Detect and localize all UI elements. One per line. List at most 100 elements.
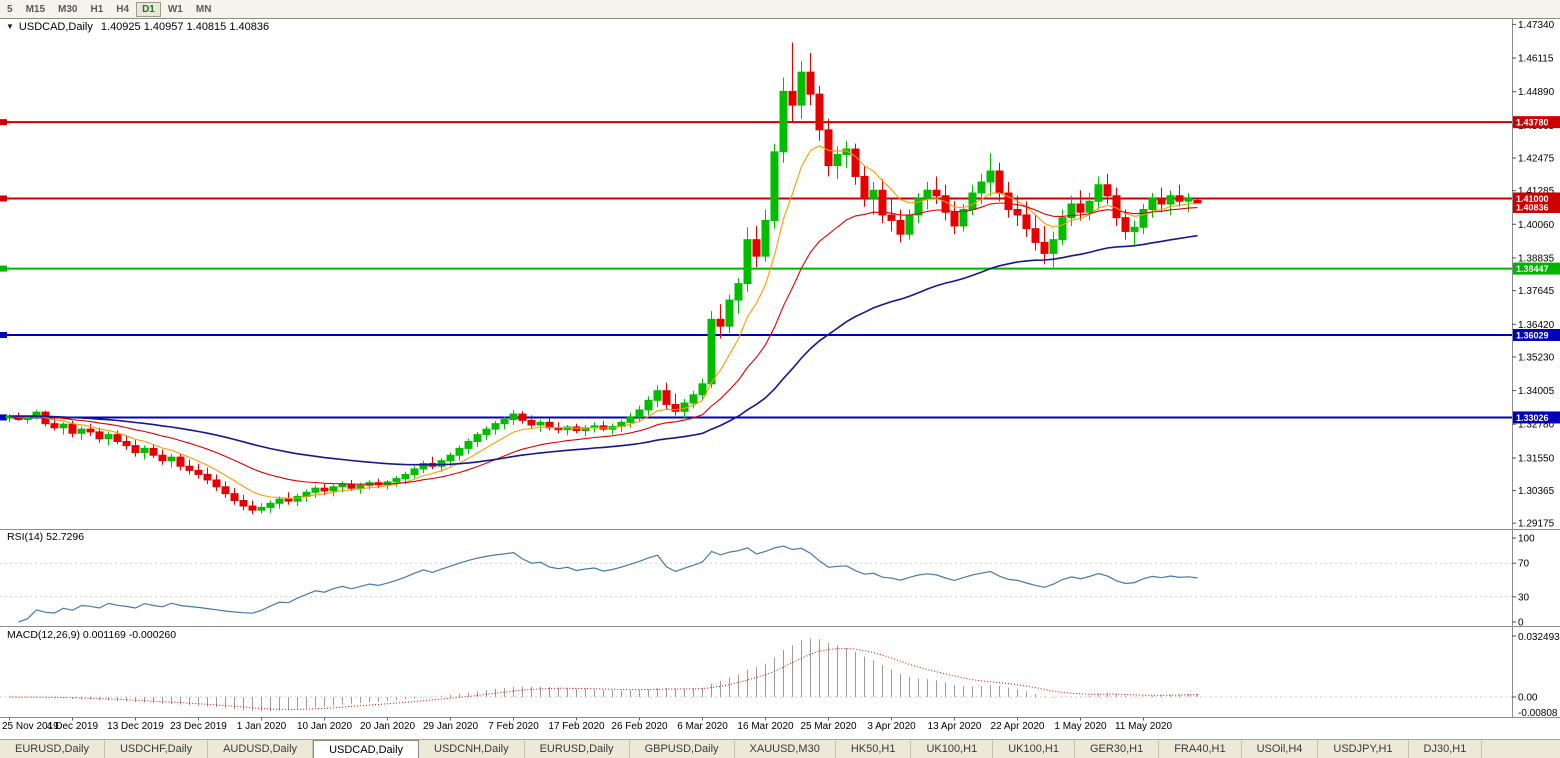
candle-body: [527, 419, 536, 426]
candle-body: [230, 493, 239, 502]
candle-body: [437, 460, 446, 467]
symbol-name: USDCAD,Daily: [18, 21, 93, 33]
time-tick-label: 3 Apr 2020: [867, 721, 916, 732]
svg-text:0: 0: [1518, 618, 1524, 629]
timeframe-button-mn[interactable]: MN: [195, 3, 212, 15]
tab-usdcnh-daily[interactable]: USDCNH,Daily: [419, 740, 525, 758]
tab-ger30-h1[interactable]: GER30,H1: [1075, 740, 1160, 758]
tab-uk100-h1[interactable]: UK100,H1: [911, 740, 994, 758]
price-axis: 1.473401.461151.448901.436651.424751.412…: [1512, 20, 1555, 530]
candle-body: [815, 93, 824, 131]
time-tick-label: 23 Dec 2019: [170, 721, 227, 732]
tab-xauusd-m30[interactable]: XAUUSD,M30: [735, 740, 836, 758]
price-tick-label: 1.47340: [1518, 20, 1555, 31]
timeframe-button-h4[interactable]: H4: [116, 3, 130, 15]
tab-usdchf-daily[interactable]: USDCHF,Daily: [105, 740, 209, 758]
candle-body: [68, 423, 77, 434]
hline-left-handle[interactable]: [0, 414, 7, 421]
svg-text:100: 100: [1518, 534, 1535, 545]
tab-dj30-h1[interactable]: DJ30,H1: [1409, 740, 1483, 758]
ohlc-quote: 1.40925 1.40957 1.40815 1.40836: [100, 21, 270, 33]
tab-usdcad-daily[interactable]: USDCAD,Daily: [313, 740, 420, 758]
ma-line-21: [9, 202, 1198, 485]
candle-body: [905, 214, 914, 235]
time-tick-label: 25 Mar 2020: [800, 721, 857, 732]
timeframe-button-m30[interactable]: M30: [58, 3, 78, 15]
hline-left-handle[interactable]: [0, 265, 7, 272]
candle-body: [1058, 217, 1067, 241]
candlestick-series: [5, 42, 1202, 515]
candle-body: [968, 192, 977, 210]
candle-body: [1040, 241, 1049, 254]
timeframe-button-m15[interactable]: M15: [25, 3, 46, 15]
timeframe-button-h1[interactable]: H1: [90, 3, 104, 15]
price-tick-label: 1.32780: [1518, 420, 1555, 431]
tab-fra40-h1[interactable]: FRA40,H1: [1159, 740, 1242, 758]
tab-eurusd-daily[interactable]: EURUSD,Daily: [0, 740, 105, 758]
tab-eurusd-daily[interactable]: EURUSD,Daily: [525, 740, 630, 758]
price-tick-label: 1.31550: [1518, 453, 1555, 464]
candle-body: [1121, 217, 1130, 232]
price-tick-label: 1.30365: [1518, 486, 1555, 497]
candle-body: [5, 415, 14, 419]
macd-panel: 0.032493 0.00 -0.00808: [0, 632, 1560, 719]
tab-usdjpy-h1[interactable]: USDJPY,H1: [1318, 740, 1409, 758]
time-tick-label: 26 Feb 2020: [611, 721, 668, 732]
candle-body: [1013, 208, 1022, 216]
hline-left-handle[interactable]: [0, 195, 7, 202]
candle-body: [1022, 214, 1031, 230]
candle-body: [104, 434, 113, 440]
candle-body: [410, 468, 419, 475]
candle-body: [770, 151, 779, 221]
price-chart[interactable]: 1.473401.461151.448901.436651.424751.412…: [0, 18, 1560, 740]
candle-body: [725, 299, 734, 327]
time-tick-label: 13 Apr 2020: [928, 721, 982, 732]
candle-body: [149, 447, 158, 456]
candle-body: [707, 318, 716, 385]
candle-body: [734, 283, 743, 301]
candle-body: [401, 473, 410, 480]
tab-gbpusd-daily[interactable]: GBPUSD,Daily: [630, 740, 735, 758]
candle-body: [806, 71, 815, 95]
candle-body: [986, 170, 995, 183]
candle-body: [860, 176, 869, 199]
candle-body: [779, 90, 788, 153]
tab-audusd-daily[interactable]: AUDUSD,Daily: [208, 740, 314, 758]
svg-text:0.00: 0.00: [1518, 693, 1538, 704]
rsi-line: [18, 545, 1198, 623]
candle-body: [833, 154, 842, 167]
candle-body: [1004, 192, 1013, 210]
candle-body: [977, 181, 986, 194]
candle-body: [77, 428, 86, 434]
candle-body: [482, 428, 491, 436]
symbol-dropdown-icon[interactable]: ▼: [6, 22, 14, 31]
price-tick-label: 1.40060: [1518, 220, 1555, 231]
candle-body: [653, 390, 662, 401]
svg-text:1.36029: 1.36029: [1516, 330, 1549, 340]
price-tag: [1513, 116, 1560, 129]
tab-hk50-h1[interactable]: HK50,H1: [836, 740, 912, 758]
candle-body: [1130, 226, 1139, 232]
candle-body: [644, 399, 653, 411]
candle-body: [1193, 200, 1202, 204]
timeframe-button-w1[interactable]: W1: [167, 3, 183, 15]
timeframe-button-d1[interactable]: D1: [136, 1, 161, 17]
candle-body: [32, 411, 41, 419]
price-tag: [1513, 192, 1560, 205]
timeframe-button-5[interactable]: 5: [7, 3, 13, 15]
candle-body: [1103, 184, 1112, 197]
price-tag: [1513, 262, 1560, 275]
time-tick-label: 29 Jan 2020: [423, 721, 478, 732]
ma-line-8: [9, 145, 1198, 499]
candle-body: [1067, 203, 1076, 219]
candle-body: [239, 500, 248, 507]
tab-uk100-h1[interactable]: UK100,H1: [993, 740, 1075, 758]
candle-body: [1085, 200, 1094, 213]
rsi-indicator-label: RSI(14) 52.7296: [7, 531, 85, 543]
tab-usoil-h4[interactable]: USOil,H4: [1242, 740, 1319, 758]
candle-body: [518, 413, 527, 421]
hline-left-handle[interactable]: [0, 331, 7, 338]
candle-body: [140, 447, 149, 453]
hline-left-handle[interactable]: [0, 119, 7, 126]
